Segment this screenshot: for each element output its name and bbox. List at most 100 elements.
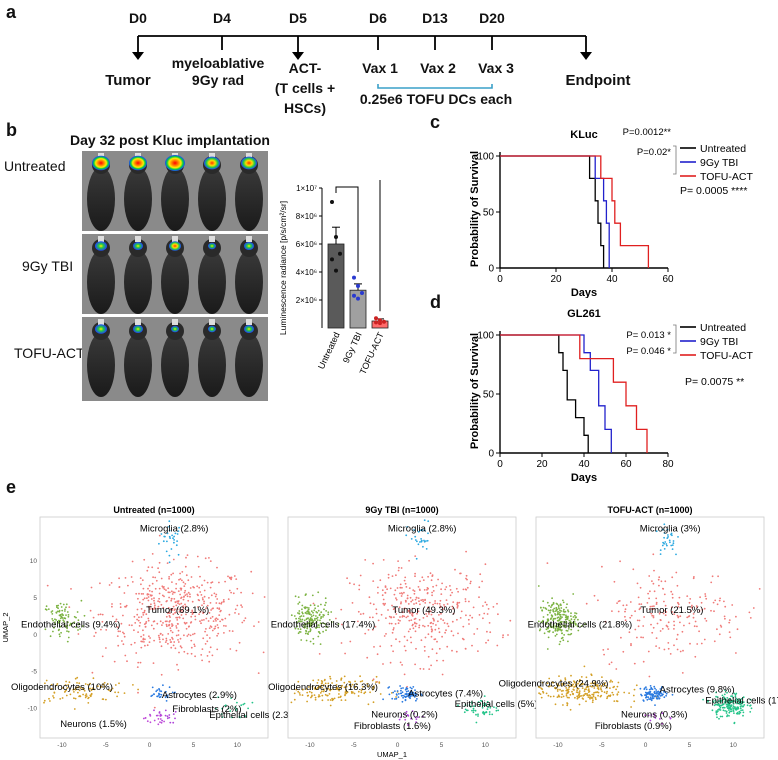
umap-point — [710, 581, 713, 584]
umap-point — [488, 713, 491, 716]
umap-point — [66, 611, 69, 613]
umap-point — [564, 621, 567, 624]
umap-point — [472, 606, 475, 609]
survival-line-untreated — [500, 155, 605, 268]
umap-point — [441, 673, 444, 676]
umap-point — [55, 684, 58, 687]
umap-point — [59, 613, 62, 616]
umap-point — [84, 696, 87, 699]
umap-point — [350, 685, 353, 688]
umap-point — [412, 589, 415, 591]
umap-point — [165, 623, 168, 626]
umap-point — [560, 607, 563, 609]
umap-point — [445, 586, 448, 588]
umap-point — [549, 622, 552, 625]
umap-point — [307, 633, 309, 635]
umap-point — [136, 618, 139, 621]
umap-point — [67, 684, 70, 686]
umap-point — [206, 640, 209, 643]
umap-point — [427, 587, 429, 590]
umap-point — [592, 693, 595, 696]
umap-point — [50, 688, 53, 690]
umap-point — [667, 534, 669, 536]
umap-point — [364, 691, 367, 694]
umap-point — [122, 631, 124, 634]
umap-point — [236, 701, 238, 704]
survival-ylabel: Probability of Survival — [470, 333, 481, 449]
umap-point — [615, 688, 617, 691]
umap-point — [578, 692, 581, 695]
umap-point — [580, 676, 583, 678]
umap-point — [713, 640, 716, 643]
umap-point — [194, 615, 197, 618]
umap-point — [59, 698, 62, 700]
umap-point — [555, 602, 558, 605]
umap-point — [303, 619, 306, 622]
umap-point — [187, 591, 190, 594]
umap-cluster-label: Fibroblasts (1.6%) — [354, 721, 431, 732]
umap-point — [642, 699, 645, 701]
umap-point — [407, 603, 410, 605]
umap-point — [432, 617, 434, 620]
umap-ytick-label: 10 — [30, 558, 38, 565]
umap-point — [306, 625, 309, 628]
umap-point — [360, 689, 363, 692]
bar-point — [374, 320, 378, 325]
umap-point — [600, 688, 602, 691]
umap-point — [538, 686, 541, 689]
umap-point — [657, 578, 660, 581]
umap-point — [172, 558, 175, 561]
umap-point — [617, 691, 620, 693]
umap-point — [224, 580, 227, 583]
umap-point — [48, 697, 50, 700]
umap-point — [723, 706, 726, 709]
umap-point — [214, 625, 217, 628]
umap-point — [87, 683, 89, 686]
umap-point — [68, 606, 71, 608]
bioluminescence-spot — [95, 324, 107, 334]
umap-point — [725, 710, 728, 713]
umap-point — [738, 710, 741, 713]
umap-point — [695, 605, 698, 607]
day-d0: D0 — [129, 10, 147, 26]
umap-point — [314, 617, 316, 620]
umap-point — [570, 685, 573, 687]
umap-point — [427, 575, 429, 578]
umap-point — [652, 553, 655, 556]
umap-point — [419, 603, 421, 606]
umap-point — [399, 616, 401, 618]
umap-point — [415, 622, 418, 625]
umap-point — [317, 605, 319, 607]
umap-point — [73, 697, 75, 700]
umap-point — [190, 652, 193, 655]
umap-point — [82, 693, 84, 696]
umap-point — [171, 636, 173, 639]
umap-point — [379, 579, 382, 582]
umap-point — [227, 575, 229, 578]
umap-point — [60, 606, 63, 608]
umap-point — [167, 642, 169, 645]
umap-point — [189, 634, 192, 637]
umap-cluster-label: Neurons (1.5%) — [60, 719, 127, 730]
umap-point — [704, 617, 706, 620]
umap-point — [353, 692, 356, 695]
umap-point — [179, 572, 182, 575]
umap-point — [742, 696, 745, 699]
umap-point — [363, 692, 366, 695]
umap-point — [153, 606, 156, 609]
umap-point — [241, 621, 244, 624]
umap-point — [482, 704, 485, 707]
umap-point — [156, 689, 159, 691]
umap-point — [230, 577, 233, 579]
umap-point — [151, 590, 154, 593]
umap-point — [411, 607, 414, 610]
umap-point — [414, 572, 416, 575]
umap-point — [180, 646, 183, 649]
umap-point — [155, 579, 158, 582]
umap-point — [465, 574, 468, 577]
umap-point — [202, 611, 205, 614]
umap-point — [166, 600, 168, 602]
umap-point — [422, 668, 425, 670]
umap-point — [431, 574, 434, 576]
umap-point — [736, 628, 739, 631]
